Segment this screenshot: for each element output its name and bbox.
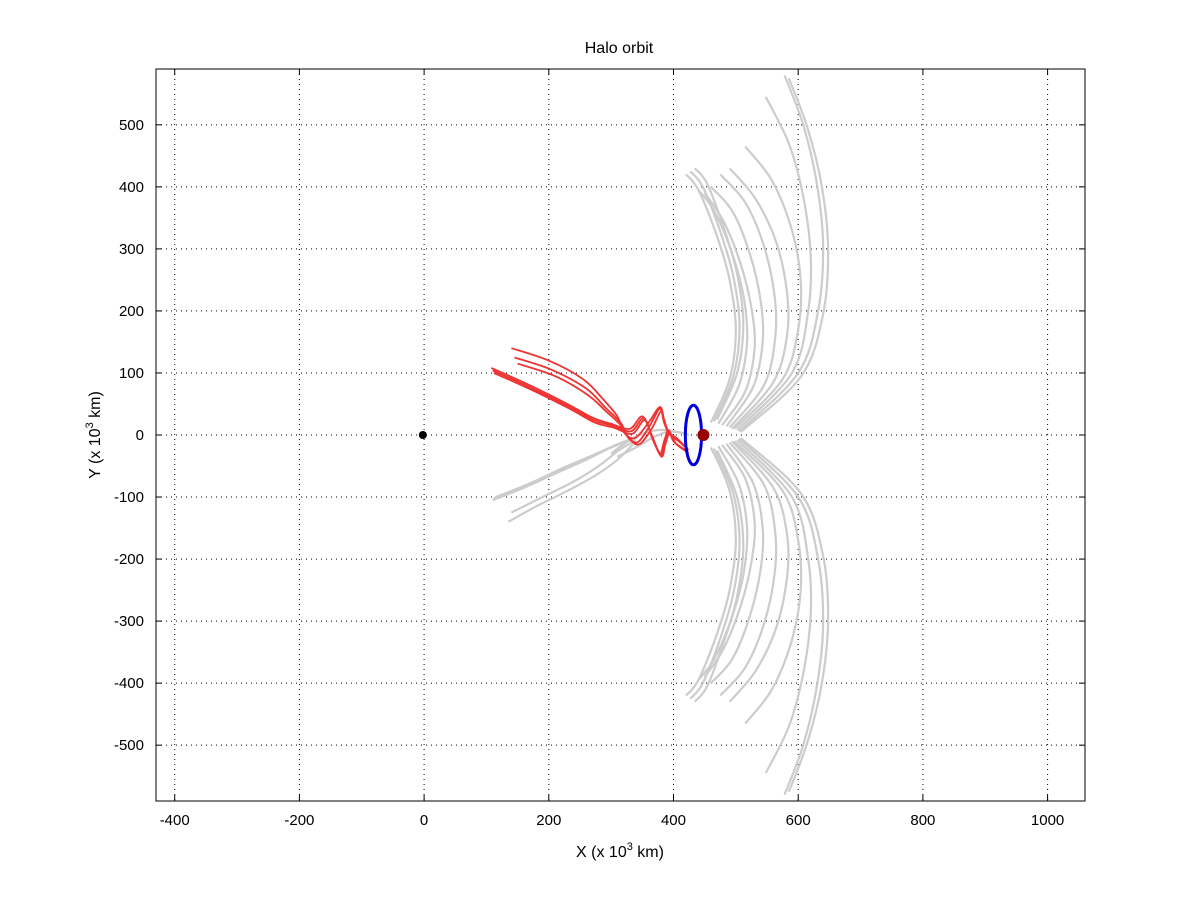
x-tick-label: 1000: [1031, 812, 1064, 829]
unstable-manifold-lower-trajectory: [740, 437, 830, 793]
unstable-manifold-inner-trajectory: [507, 443, 634, 523]
x-tick-label: 400: [661, 812, 686, 829]
x-tick-label: 0: [420, 812, 428, 829]
x-tick-label: 200: [536, 812, 561, 829]
y-tick-label: 0: [136, 427, 144, 444]
y-axis-label-exponent: 3: [84, 422, 96, 428]
axes-box: [155, 68, 1086, 802]
unstable-manifold-lower-trajectory: [689, 448, 741, 700]
unstable-manifold-lower-trajectory: [728, 440, 790, 703]
unstable-manifold-lower-trajectory: [738, 437, 825, 796]
unstable-manifold-upper-trajectory: [693, 167, 745, 420]
y-tick-label: 100: [119, 365, 144, 382]
x-tick-label: -200: [284, 812, 314, 829]
grid: [156, 69, 1085, 801]
unstable-manifold-inner-trajectory: [616, 430, 690, 458]
unstable-manifold-upper-trajectory: [733, 145, 803, 430]
y-tick-label: 400: [119, 179, 144, 196]
earth-marker: [418, 431, 427, 439]
unstable-manifold-lower-trajectory: [733, 440, 803, 725]
unstable-manifold-upper-trajectory: [689, 170, 741, 422]
x-tick-label: 800: [910, 812, 935, 829]
axis-ticks: -400 -200 0 200 400 600 800 1000-500-400-300-20…: [114, 69, 1085, 829]
plot-area: [418, 74, 830, 796]
unstable-manifold-inner: [492, 428, 690, 523]
unstable-manifold-upper-trajectory: [710, 186, 765, 427]
unstable-manifold-upper: [685, 74, 830, 433]
unstable-manifold-lower-trajectory: [710, 443, 765, 684]
unstable-manifold-inner-trajectory: [495, 436, 637, 499]
unstable-manifold-upper-trajectory: [728, 167, 790, 430]
y-axis-label-suffix: km): [87, 391, 104, 422]
unstable-manifold-lower-trajectory: [703, 444, 756, 678]
unstable-manifold-upper-trajectory: [736, 96, 813, 431]
stable-manifold-trajectory: [492, 369, 688, 456]
y-tick-label: -500: [114, 737, 144, 754]
unstable-manifold-lower-trajectory: [719, 441, 778, 697]
unstable-manifold-lower: [685, 437, 830, 796]
x-axis-label: X (x 103 km): [576, 841, 664, 861]
unstable-manifold-inner-trajectory: [510, 439, 637, 514]
y-tick-label: -200: [114, 551, 144, 568]
stable-manifold: [491, 347, 690, 458]
stable-manifold-trajectory: [491, 367, 687, 455]
y-tick-label: 300: [119, 241, 144, 258]
unstable-manifold-lower-trajectory: [693, 450, 745, 703]
y-tick-label: -400: [114, 675, 144, 692]
y-tick-label: 500: [119, 117, 144, 134]
unstable-manifold-upper-trajectory: [738, 74, 825, 433]
x-axis-label-exponent: 3: [627, 841, 633, 853]
unstable-manifold-lower-trajectory: [736, 439, 813, 774]
stable-manifold-trajectory: [517, 362, 690, 451]
y-tick-label: 200: [119, 303, 144, 320]
unstable-manifold-lower-trajectory: [685, 446, 737, 697]
y-tick-label: -100: [114, 489, 144, 506]
unstable-manifold-upper-trajectory: [740, 77, 830, 433]
x-axis-label-prefix: X (x 10: [576, 844, 627, 861]
stable-manifold-trajectory: [511, 347, 687, 449]
x-tick-label: 600: [786, 812, 811, 829]
x-tick-label: -400: [160, 812, 190, 829]
unstable-manifold-upper-trajectory: [685, 173, 737, 424]
y-tick-label: -300: [114, 613, 144, 630]
unstable-manifold-upper-trajectory: [697, 189, 749, 425]
y-axis-label: Y (x 103 km): [84, 391, 104, 479]
unstable-manifold-upper-trajectory: [719, 173, 778, 429]
chart-title: Halo orbit: [585, 40, 654, 57]
unstable-manifold-lower-trajectory: [697, 445, 749, 681]
y-axis-label-prefix: Y (x 10: [87, 428, 104, 479]
unstable-manifold-upper-trajectory: [703, 192, 756, 426]
l2-point-marker: [697, 429, 710, 441]
x-axis-label-suffix: km): [633, 844, 664, 861]
